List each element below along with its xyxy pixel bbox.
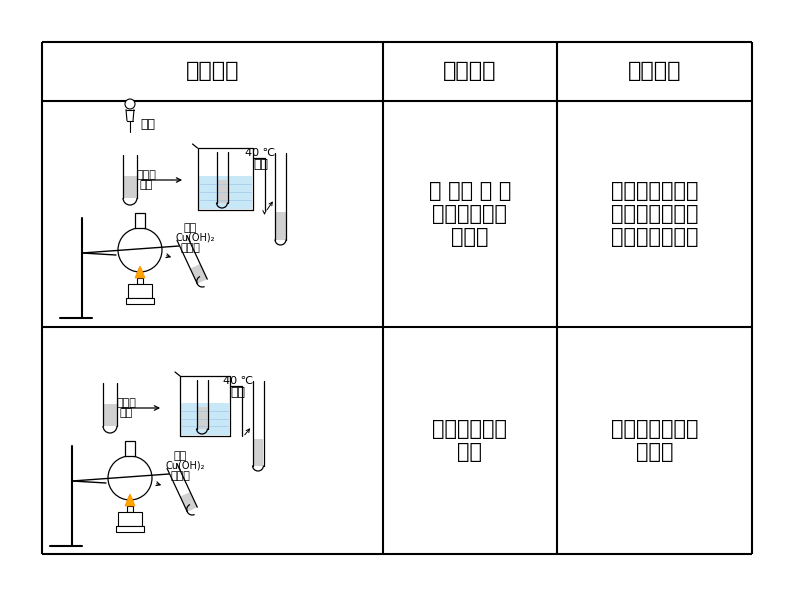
Circle shape	[125, 99, 135, 109]
Text: Cu(OH)₂: Cu(OH)₂	[175, 233, 214, 243]
Bar	[276, 212, 286, 240]
Text: 新制: 新制	[183, 223, 197, 233]
Text: 40 ℃: 40 ℃	[223, 376, 253, 386]
Text: 溶液: 溶液	[119, 408, 133, 418]
Text: 唾液: 唾液	[141, 117, 156, 131]
Polygon shape	[180, 492, 197, 512]
Bar	[126, 298, 154, 304]
Text: Cu(OH)₂: Cu(OH)₂	[165, 461, 205, 471]
Bar	[103, 403, 117, 426]
Text: 淩粉没有发生水
解反应: 淩粉没有发生水 解反应	[611, 419, 698, 462]
Circle shape	[108, 456, 152, 500]
Text: 实验结论: 实验结论	[627, 61, 681, 82]
Text: 淩粉在酶的催化
作用下发生水解
反应生成葡萄糖: 淩粉在酶的催化 作用下发生水解 反应生成葡萄糖	[611, 181, 698, 247]
Text: 悬浊液: 悬浊液	[170, 471, 190, 481]
Text: 水浴: 水浴	[253, 157, 268, 170]
Bar	[197, 407, 207, 429]
Polygon shape	[125, 494, 135, 506]
Bar	[217, 180, 227, 203]
Circle shape	[118, 228, 162, 272]
Text: 新制: 新制	[173, 451, 187, 461]
Text: 加热后无明显
现象: 加热后无明显 现象	[432, 419, 507, 462]
Text: 实验内容: 实验内容	[186, 61, 239, 82]
Text: 溶液: 溶液	[140, 180, 152, 190]
Polygon shape	[191, 264, 207, 284]
Text: 稀淀粉: 稀淀粉	[116, 398, 136, 408]
Bar	[127, 506, 133, 512]
Bar	[198, 176, 252, 209]
Text: 悬浊液: 悬浊液	[180, 243, 200, 253]
Text: 稀淀粉: 稀淀粉	[136, 170, 156, 180]
Text: 40 ℃: 40 ℃	[245, 148, 276, 158]
Text: 水浴: 水浴	[230, 386, 245, 399]
Bar	[116, 526, 144, 532]
Bar	[124, 175, 137, 198]
Text: 加 热后 溶 液
中有砖红色沉
淡生成: 加 热后 溶 液 中有砖红色沉 淡生成	[429, 181, 511, 247]
Bar	[135, 213, 145, 228]
Bar	[253, 439, 263, 465]
Text: 实验现象: 实验现象	[443, 61, 496, 82]
Bar	[118, 512, 142, 526]
Bar	[128, 284, 152, 298]
Bar	[137, 278, 143, 284]
Polygon shape	[135, 266, 145, 278]
Bar	[125, 441, 135, 456]
Bar	[181, 403, 229, 435]
